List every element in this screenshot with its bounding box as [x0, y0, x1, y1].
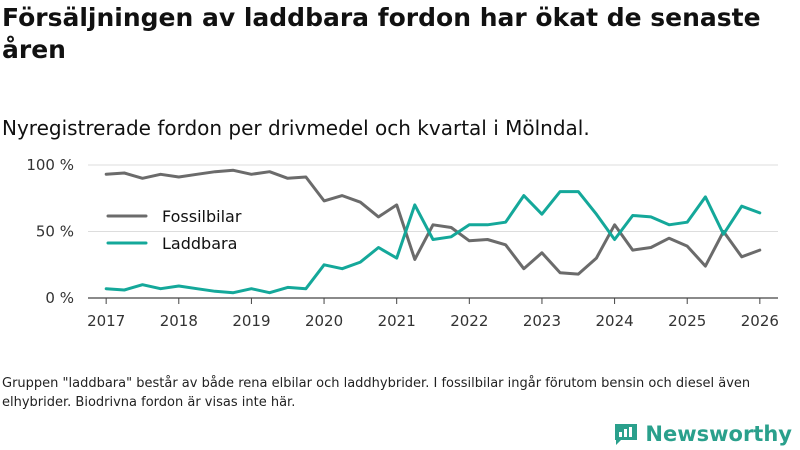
chart-title: Försäljningen av laddbara fordon har öka… [2, 3, 761, 64]
axis-layer: 0 % 50 % 100 % 2017 2018 2019 2020 2021 2022 2023… [26, 156, 779, 330]
x-tick-label: 2022 [450, 312, 488, 330]
line-chart: 0 % 50 % 100 % 2017 2018 2019 2020 2021 2022 2023… [26, 156, 779, 330]
x-tick-label: 2017 [87, 312, 125, 330]
x-tick-label: 2023 [523, 312, 561, 330]
series-layer [104, 168, 762, 295]
legend-label: Laddbara [162, 234, 237, 253]
y-tick-label: 100 % [26, 156, 74, 174]
brand-name: Newsworthy [645, 422, 792, 446]
legend-label: Fossilbilar [162, 207, 242, 226]
legend-background [102, 205, 262, 227]
grid-layer [88, 164, 778, 299]
series-line-laddbara [104, 190, 762, 295]
chart-subtitle: Nyregistrerade fordon per drivmedel och … [2, 116, 590, 140]
series-line-fossilbilar [104, 168, 762, 276]
x-tick-label: 2025 [668, 312, 706, 330]
footnote: Gruppen "laddbara" består av både rena e… [2, 376, 751, 410]
brand-logo: Newsworthy [613, 420, 792, 448]
legend-background [102, 232, 262, 254]
y-tick-label: 0 % [45, 289, 74, 307]
newsworthy-logo-icon [615, 424, 638, 445]
x-tick-label: 2021 [378, 312, 416, 330]
x-tick-label: 2020 [305, 312, 343, 330]
x-tick-label: 2018 [160, 312, 198, 330]
x-tick-label: 2026 [741, 312, 779, 330]
legend: Fossilbilar Laddbara [102, 205, 262, 254]
x-tick-label: 2019 [232, 312, 270, 330]
y-tick-label: 50 % [36, 223, 74, 241]
x-tick-label: 2024 [595, 312, 633, 330]
